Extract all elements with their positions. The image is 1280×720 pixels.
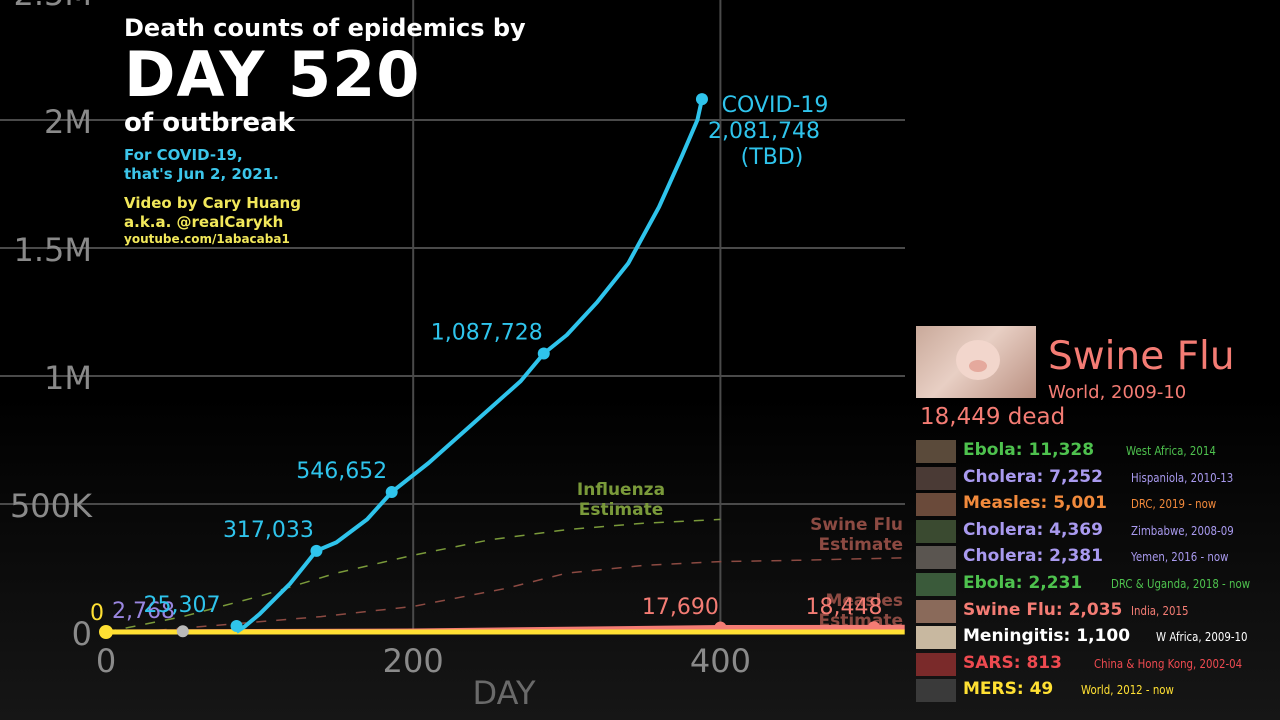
epidemic-photo-icon [916, 546, 956, 570]
covid-data-label: 1,087,728 [431, 321, 543, 346]
covid-end-note: (TBD) [741, 145, 804, 170]
covid-point [310, 544, 323, 557]
featured-epidemic-name: Swine Flu [1048, 334, 1235, 379]
title-line-3: of outbreak [124, 108, 295, 138]
covid-end-value: 2,081,748 [708, 119, 820, 144]
credit-block: Video by Cary Huang a.k.a. @realCarykh [124, 194, 526, 232]
swine-flu-data-label: 17,690 [642, 595, 719, 620]
ranking-row: Meningitis: 1,100 W Africa, 2009-10 [916, 624, 1280, 651]
title-block: Death counts of epidemics by DAY 520 of … [124, 14, 526, 247]
x-tick-label: 0 [96, 642, 116, 680]
epidemic-photo-icon [916, 572, 956, 596]
ranking-description: India, 2015 [1131, 603, 1189, 618]
pig-photo-icon [916, 326, 1036, 398]
epidemic-photo-icon [916, 626, 956, 650]
mers-start-point [99, 625, 113, 639]
ranking-row: Cholera: 7,252 Hispaniola, 2010-13 [916, 465, 1280, 492]
ranking-row: MERS: 49 World, 2012 - now [916, 677, 1280, 704]
pig-snout-shape [969, 360, 987, 372]
ranking-row: Measles: 5,001 DRC, 2019 - now [916, 491, 1280, 518]
epidemic-photo-icon [916, 519, 956, 543]
ranking-row: Swine Flu: 2,035 India, 2015 [916, 598, 1280, 625]
covid-data-label: 317,033 [223, 518, 314, 543]
y-tick-label: 1M [44, 359, 92, 397]
ranking-row: Ebola: 11,328 West Africa, 2014 [916, 438, 1280, 465]
early-series-label: 2,768 [112, 599, 175, 624]
ranking-description: W Africa, 2009-10 [1156, 630, 1248, 645]
ranking-label: Cholera: 7,252 [963, 466, 1103, 487]
estimate-label: Swine Flu [810, 515, 903, 535]
ranking-label: SARS: 813 [963, 652, 1062, 673]
ranking-row: Ebola: 2,231 DRC & Uganda, 2018 - now [916, 571, 1280, 598]
epidemic-photo-icon [916, 679, 956, 703]
epidemic-photo-icon [916, 440, 956, 463]
ranking-description: DRC & Uganda, 2018 - now [1111, 576, 1251, 591]
covid-note-line-2: that's Jun 2, 2021. [124, 165, 279, 183]
epidemic-photo-icon [916, 599, 956, 623]
ranking-description: China & Hong Kong, 2002-04 [1094, 656, 1243, 671]
ranking-list: Ebola: 11,328 West Africa, 2014 Cholera: 7… [916, 438, 1280, 704]
covid-date-note: For COVID-19, that's Jun 2, 2021. [124, 146, 526, 184]
ranking-description: Zimbabwe, 2008-09 [1131, 523, 1234, 538]
covid-point [385, 486, 398, 499]
estimate-line [105, 518, 721, 633]
ranking-label: Cholera: 4,369 [963, 519, 1103, 540]
ranking-description: Hispaniola, 2010-13 [1131, 470, 1234, 485]
y-tick-label: 2.5M [14, 0, 93, 13]
day-counter: DAY 520 [124, 38, 421, 111]
covid-data-label: 25,307 [144, 593, 221, 618]
covid-note-line-1: For COVID-19, [124, 146, 243, 164]
ranking-label: MERS: 49 [963, 679, 1054, 700]
credit-line-2: a.k.a. @realCarykh [124, 213, 284, 231]
y-tick-label: 0 [72, 615, 92, 653]
ranking-label: Measles: 5,001 [963, 493, 1108, 514]
covid-point [230, 620, 243, 632]
epidemic-photo-icon [916, 466, 956, 490]
ranking-row: SARS: 813 China & Hong Kong, 2002-04 [916, 651, 1280, 678]
ranking-description: DRC, 2019 - now [1131, 497, 1217, 512]
ranking-description: West Africa, 2014 [1126, 444, 1216, 458]
y-tick-label: 1.5M [14, 231, 93, 269]
featured-epidemic-deaths: 18,449 dead [920, 404, 1066, 430]
early-series-point [176, 625, 189, 638]
ranking-label: Cholera: 2,381 [963, 546, 1103, 567]
y-tick-label: 500K [10, 487, 93, 525]
estimate-line [136, 557, 905, 633]
x-tick-label: 200 [383, 642, 444, 680]
title-line-1: Death counts of epidemics by [124, 14, 526, 42]
covid-point [695, 93, 708, 106]
ranking-description: Yemen, 2016 - now [1131, 550, 1229, 565]
covid-data-label: 546,652 [296, 459, 387, 484]
ranking-label: Swine Flu: 2,035 [963, 599, 1123, 620]
x-tick-label: 400 [690, 642, 751, 680]
epidemic-photo-icon [916, 493, 956, 517]
swine-flu-data-label: 18,448 [806, 595, 883, 620]
ranking-label: Ebola: 2,231 [963, 572, 1083, 593]
series-line-covid [235, 98, 704, 634]
ranking-description: World, 2012 - now [1081, 683, 1174, 698]
ranking-row: Cholera: 4,369 Zimbabwe, 2008-09 [916, 518, 1280, 545]
ranking-label: Ebola: 11,328 [963, 440, 1095, 460]
ranking-row: Cholera: 2,381 Yemen, 2016 - now [916, 544, 1280, 571]
credit-line-1: Video by Cary Huang [124, 194, 301, 212]
ranking-panel: Swine Flu World, 2009-10 18,449 dead Ebo… [914, 326, 1280, 720]
estimate-label: Estimate [818, 535, 903, 555]
estimate-label: Estimate [579, 500, 664, 520]
y-tick-label: 2M [44, 103, 92, 141]
estimate-label: Measles [825, 591, 903, 611]
ranking-label: Meningitis: 1,100 [963, 626, 1131, 647]
credit-url: youtube.com/1abacaba1 [124, 232, 290, 246]
featured-epidemic-region: World, 2009-10 [1048, 382, 1187, 403]
epidemic-photo-icon [916, 652, 956, 676]
covid-end-name: COVID-19 [722, 93, 829, 118]
mers-data-label: 0 [90, 601, 104, 626]
covid-point [537, 347, 550, 360]
estimate-label: Influenza [577, 480, 665, 500]
x-axis-title: DAY [472, 674, 535, 712]
